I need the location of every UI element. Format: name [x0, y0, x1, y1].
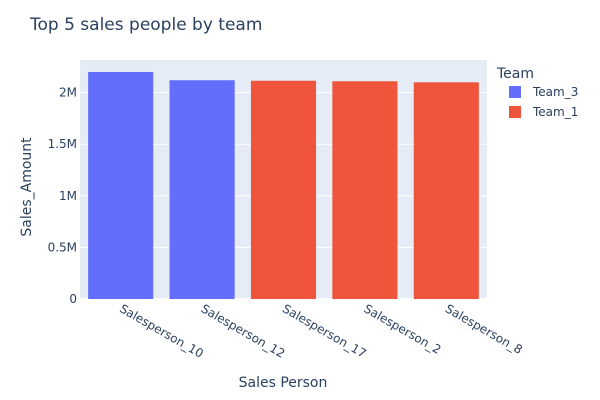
y-tick-label: 1M: [59, 189, 77, 203]
y-tick-label: 1.5M: [48, 137, 77, 151]
x-tick-label: Salesperson_8: [443, 301, 525, 356]
legend-swatch: [509, 106, 521, 118]
y-tick-label: 0: [69, 292, 77, 306]
bar-salesperson_12: [169, 80, 235, 299]
legend[interactable]: Team Team_3 Team_1: [496, 66, 578, 119]
legend-label: Team_3: [532, 85, 578, 99]
legend-item-team_1[interactable]: Team_1: [509, 105, 578, 119]
y-axis-title: Sales_Amount: [19, 137, 35, 237]
legend-label: Team_1: [532, 105, 578, 119]
x-tick-label: Salesperson_17: [280, 301, 369, 360]
y-axis-ticks: 0 0.5M 1M 1.5M 2M: [48, 86, 77, 306]
bar-salesperson_2: [332, 81, 398, 299]
bars: [88, 71, 479, 300]
x-tick-label: Salesperson_2: [361, 301, 443, 356]
legend-title: Team: [496, 66, 534, 82]
x-axis-ticks: Salesperson_10Salesperson_12Salesperson_…: [117, 301, 525, 360]
chart-title: Top 5 sales people by team: [29, 15, 262, 35]
y-tick-label: 0.5M: [48, 240, 77, 254]
x-tick-label: Salesperson_12: [199, 301, 288, 360]
legend-swatch: [509, 86, 521, 98]
y-tick-label: 2M: [59, 86, 77, 100]
x-tick-label: Salesperson_10: [117, 301, 206, 360]
bar-salesperson_8: [413, 82, 479, 299]
legend-item-team_3[interactable]: Team_3: [509, 85, 578, 99]
bar-salesperson_17: [250, 80, 317, 300]
bar-salesperson_10: [88, 71, 154, 299]
x-axis-title: Sales Person: [239, 375, 328, 391]
